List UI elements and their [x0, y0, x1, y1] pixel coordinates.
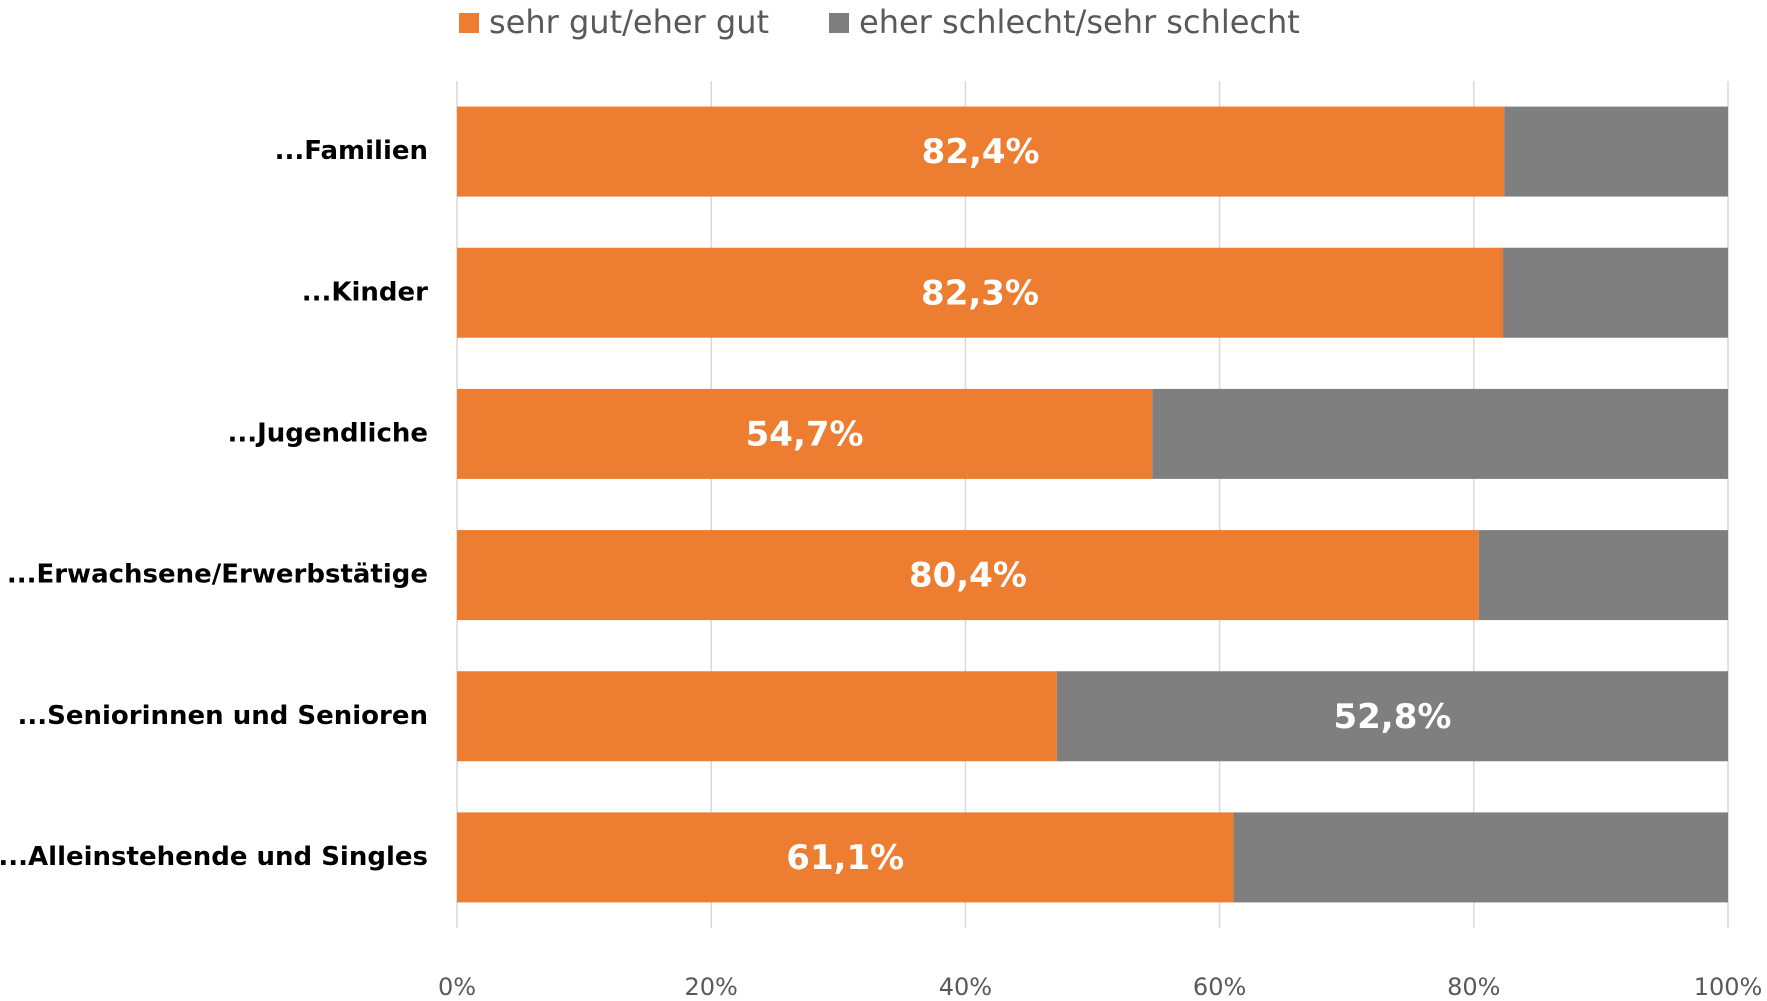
bar-segment: [1056, 671, 1728, 762]
category-label: ...Familien: [275, 136, 428, 166]
bar-segment: [457, 530, 1479, 621]
bar-segment: [457, 247, 1504, 338]
legend-swatch: [829, 13, 850, 33]
category-label: ...Seniorinnen und Senioren: [17, 701, 428, 731]
category-label: ...Alleinstehende und Singles: [0, 842, 428, 872]
bar-segment: [457, 671, 1057, 762]
x-tick-label: 100%: [1694, 973, 1763, 1001]
x-tick-label: 40%: [939, 973, 992, 1001]
category-label: ...Jugendliche: [227, 418, 428, 448]
bar-segment: [1503, 247, 1728, 338]
bar-segment: [1233, 812, 1728, 903]
legend-label: eher schlecht/sehr schlecht: [859, 3, 1300, 41]
category-label: ...Erwachsene/Erwerbstätige: [7, 560, 428, 590]
bar-segment: [1504, 106, 1728, 197]
bar-segment: [1152, 388, 1728, 479]
bar-segment: [457, 106, 1505, 197]
bar-segment: [457, 388, 1153, 479]
legend-label: sehr gut/eher gut: [489, 3, 769, 41]
category-label: ...Kinder: [302, 277, 428, 307]
bar-segment: [1478, 530, 1728, 621]
value-label: 82,4%: [922, 132, 1040, 172]
x-tick-label: 80%: [1447, 973, 1500, 1001]
value-label: 54,7%: [746, 414, 864, 454]
bar-segment: [457, 812, 1234, 903]
value-label: 52,8%: [1333, 697, 1451, 737]
x-tick-label: 20%: [685, 973, 738, 1001]
value-label: 82,3%: [921, 273, 1039, 313]
x-tick-label: 60%: [1193, 973, 1246, 1001]
value-label: 80,4%: [909, 556, 1027, 596]
value-label: 61,1%: [786, 838, 904, 878]
legend-swatch: [459, 13, 479, 33]
x-tick-label: 0%: [438, 973, 476, 1001]
